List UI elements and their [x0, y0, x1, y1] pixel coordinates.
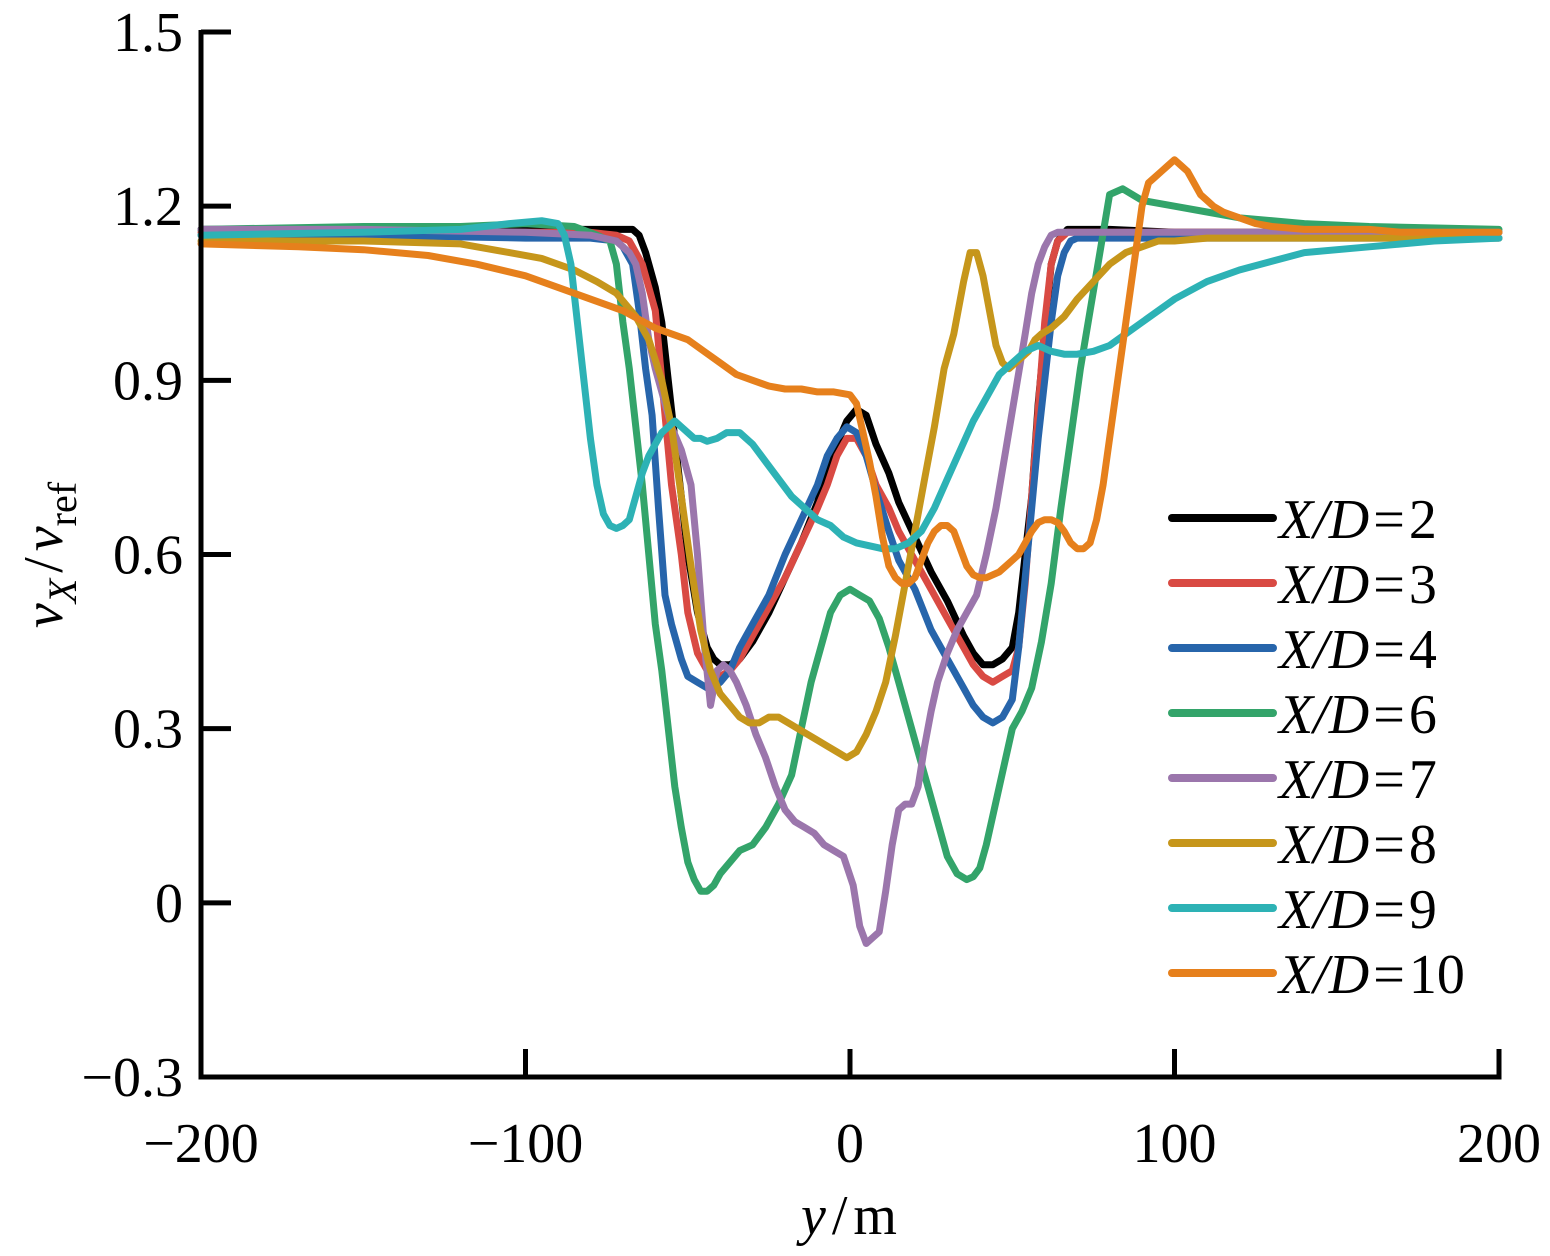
x-tick-label: 100 [1133, 1113, 1217, 1175]
legend-label: X/D=2 [1277, 489, 1437, 551]
y-axis-sep: / [13, 557, 75, 573]
y-tick-label: 0.6 [113, 525, 183, 587]
legend-label: X/D=4 [1277, 619, 1437, 681]
legend-label: X/D=8 [1277, 814, 1437, 876]
legend-label: X/D=3 [1277, 554, 1437, 616]
x-tick-label: 0 [836, 1113, 864, 1175]
y-axis-num-var: v [13, 603, 75, 628]
legend-item: X/D=2 [1168, 489, 1437, 551]
series-line-xd-6 [197, 185, 1503, 895]
legend-item: X/D=9 [1168, 879, 1437, 941]
x-axis-var: y [796, 1185, 826, 1247]
legend-item: X/D=4 [1168, 619, 1437, 681]
legend-item: X/D=7 [1168, 749, 1437, 811]
legend-item: X/D=6 [1168, 684, 1437, 746]
y-tick-label: 1.5 [113, 2, 183, 64]
y-axis-num-sub: X [40, 577, 85, 605]
y-tick-label: 0.3 [113, 699, 183, 761]
legend-item: X/D=8 [1168, 814, 1437, 876]
legend-label: X/D=10 [1277, 944, 1465, 1006]
y-axis-title: vX/vref [13, 481, 85, 628]
series-line-xd-10 [197, 156, 1503, 587]
y-tick-label: 0 [155, 873, 183, 935]
x-axis-title: y / m [796, 1185, 897, 1247]
x-tick-label: 200 [1457, 1113, 1541, 1175]
y-axis-ticks: −0.3 0 0.3 0.6 0.9 1.2 1.5 [81, 2, 231, 1109]
y-axis-den-sub: ref [40, 481, 85, 526]
legend: X/D=2X/D=3X/D=4X/D=6X/D=7X/D=8X/D=9X/D=1… [1168, 489, 1465, 1006]
legend-label: X/D=9 [1277, 879, 1437, 941]
x-axis-ticks: −200 −100 0 100 200 [143, 1049, 1541, 1175]
series-line-xd-9 [197, 217, 1503, 553]
legend-label: X/D=7 [1277, 749, 1437, 811]
legend-item: X/D=3 [1168, 554, 1437, 616]
y-axis-den-var: v [13, 526, 75, 551]
x-axis-unit: m [853, 1185, 897, 1247]
y-tick-label: −0.3 [81, 1047, 183, 1109]
legend-item: X/D=10 [1168, 944, 1465, 1006]
x-tick-label: −200 [143, 1113, 259, 1175]
svg-text:vX/vref: vX/vref [13, 481, 85, 628]
x-tick-label: −100 [468, 1113, 584, 1175]
y-tick-label: 1.2 [113, 176, 183, 238]
series-layer [197, 156, 1503, 947]
legend-label: X/D=6 [1277, 684, 1437, 746]
x-axis-sep: / [832, 1185, 848, 1247]
y-tick-label: 0.9 [113, 350, 183, 412]
